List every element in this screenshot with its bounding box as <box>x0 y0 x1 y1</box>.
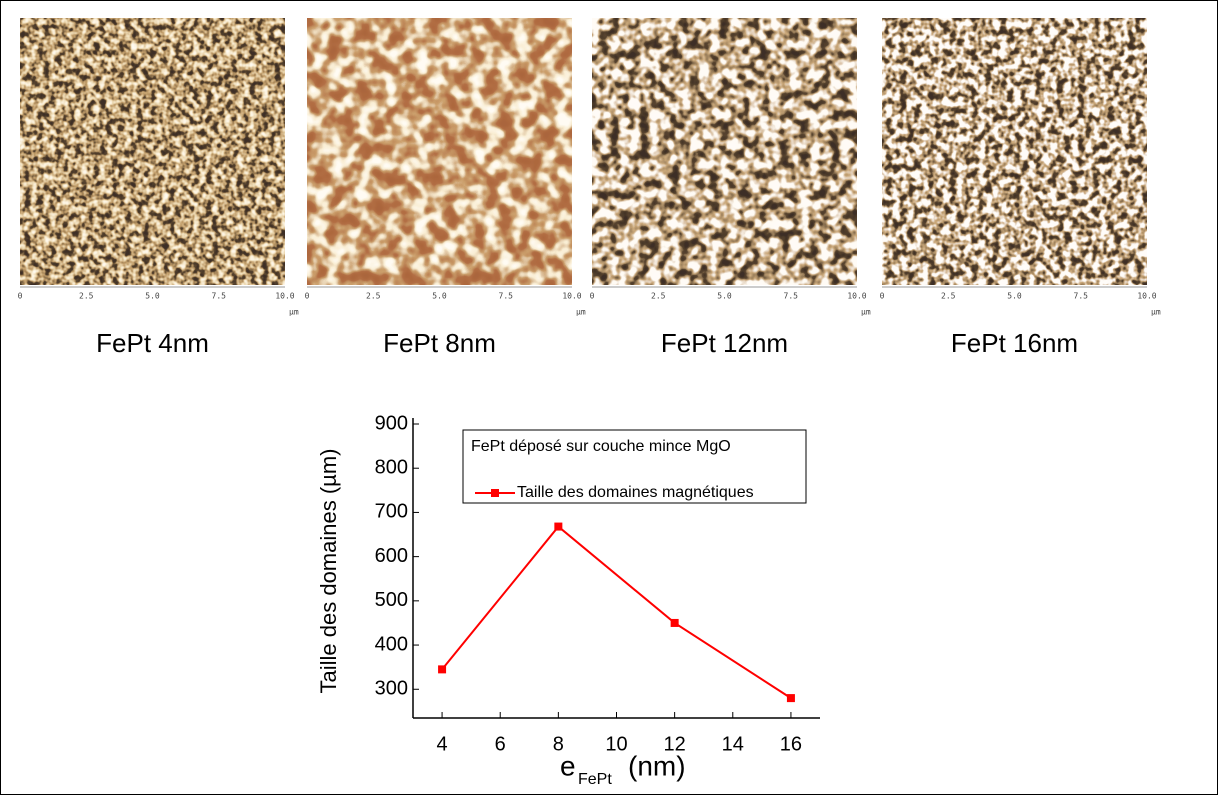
x-tick-label: 8 <box>553 733 564 755</box>
legend-box <box>462 429 807 504</box>
x-tick-label: 16 <box>780 733 802 755</box>
image-tick-label: 10.0 <box>275 292 294 301</box>
data-point <box>554 522 563 531</box>
x-tick-label: 12 <box>664 733 686 755</box>
x-axis-label-unit: (nm) <box>628 750 686 781</box>
image-tick-label: 7.5 <box>499 292 514 301</box>
series-line <box>441 525 792 699</box>
image-tick-label: 2.5 <box>79 292 94 301</box>
y-tick-label: 500 <box>375 589 408 611</box>
y-tick-label: 600 <box>375 545 408 567</box>
image-tick-label: 0 <box>590 292 595 301</box>
image-caption: FePt 12nm <box>661 328 788 358</box>
image-tick-label: 5.0 <box>717 292 732 301</box>
image-tick-label: 0 <box>305 292 310 301</box>
image-unit: µm <box>1151 308 1161 317</box>
image-caption: FePt 4nm <box>96 328 209 358</box>
y-tick-label: 900 <box>375 412 408 434</box>
image-tick-label: 5.0 <box>145 292 160 301</box>
x-axis-label: e <box>560 750 576 781</box>
data-point <box>786 694 795 703</box>
image-tick-label: 10.0 <box>847 292 866 301</box>
x-tick-label: 6 <box>495 733 506 755</box>
afm-image <box>307 18 572 285</box>
image-caption: FePt 16nm <box>951 328 1078 358</box>
x-tick-label: 14 <box>722 733 744 755</box>
image-tick-label: 7.5 <box>784 292 799 301</box>
y-axis-label: Taille des domaines (µm) <box>316 449 341 694</box>
y-tick-label: 800 <box>375 456 408 478</box>
annotation: FePt déposé sur couche mince MgO <box>471 438 731 455</box>
x-tick-label: 10 <box>605 733 627 755</box>
afm-image <box>20 18 285 285</box>
image-tick-label: 2.5 <box>366 292 381 301</box>
image-tick-label: 2.5 <box>941 292 956 301</box>
image-tick-label: 5.0 <box>1007 292 1022 301</box>
image-tick-label: 10.0 <box>562 292 581 301</box>
image-unit: µm <box>576 308 586 317</box>
image-caption: FePt 8nm <box>383 328 496 358</box>
legend-marker <box>491 489 499 497</box>
image-unit: µm <box>289 308 299 317</box>
y-tick-label: 300 <box>375 678 408 700</box>
legend-label: Taille des domaines magnétiques <box>517 484 754 501</box>
image-tick-label: 0 <box>18 292 23 301</box>
y-tick-label: 400 <box>375 633 408 655</box>
image-tick-label: 5.0 <box>432 292 447 301</box>
afm-image <box>592 18 857 285</box>
data-point <box>438 665 447 674</box>
x-axis-label-subscript: FePt <box>578 771 612 788</box>
image-tick-label: 2.5 <box>651 292 666 301</box>
image-tick-label: 10.0 <box>1137 292 1156 301</box>
image-tick-label: 7.5 <box>212 292 227 301</box>
data-point <box>670 618 679 627</box>
x-tick-label: 4 <box>437 733 448 755</box>
image-unit: µm <box>861 308 871 317</box>
image-tick-label: 0 <box>880 292 885 301</box>
y-tick-label: 700 <box>375 501 408 523</box>
afm-image <box>882 18 1147 285</box>
image-tick-label: 7.5 <box>1074 292 1089 301</box>
